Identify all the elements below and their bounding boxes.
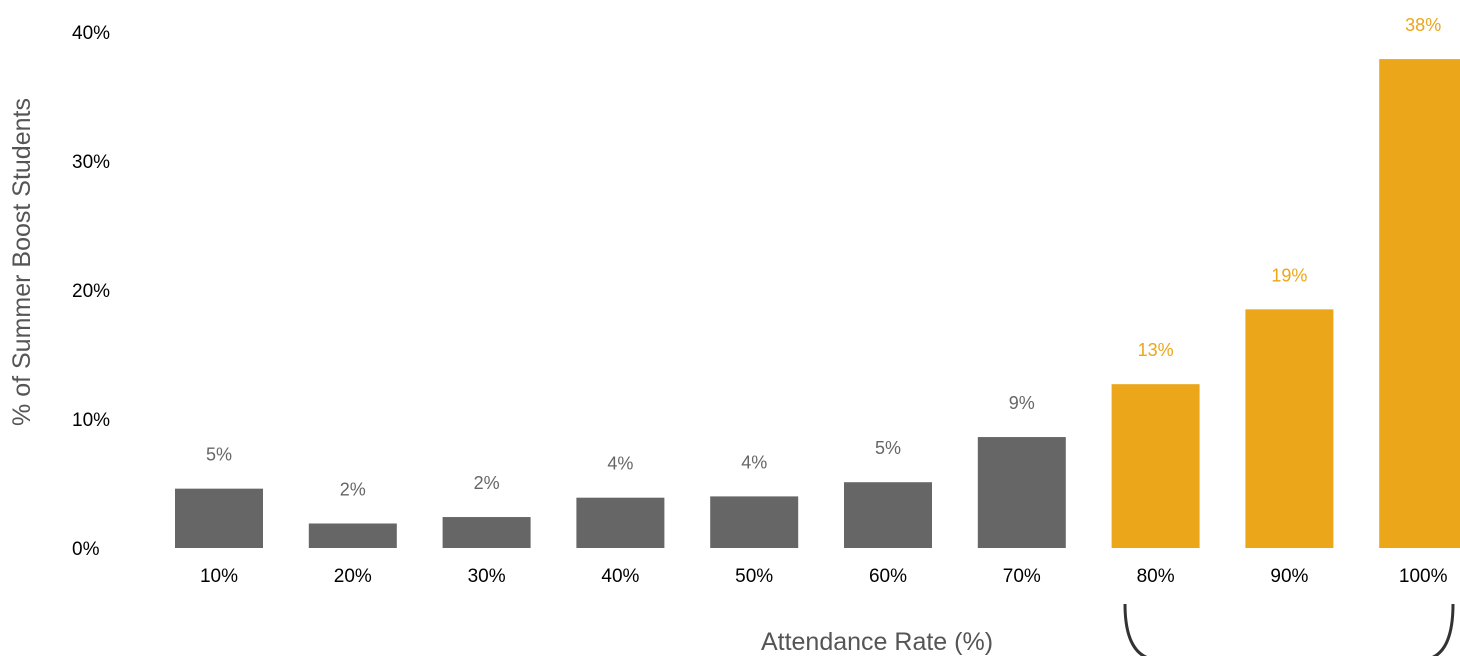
bar (1111, 384, 1200, 548)
x-tick-label: 90% (1270, 566, 1308, 587)
data-label: 13% (1138, 340, 1174, 360)
bar (1245, 309, 1334, 548)
data-label: 4% (741, 452, 767, 472)
x-tick-label: 30% (468, 566, 506, 587)
highlight-bracket (1123, 603, 1455, 656)
bar (175, 488, 263, 548)
bar (710, 496, 799, 548)
x-tick-label: 50% (735, 566, 773, 587)
data-label: 38% (1405, 15, 1441, 35)
data-labels: 5% 2% 2% 4% 4% 5% 9% 13% 19% 38% (206, 15, 1441, 499)
bars (175, 59, 1460, 549)
data-label: 2% (474, 473, 500, 493)
x-axis-ticks: 10% 20% 30% 40% 50% 60% 70% 80% 90% 100% (200, 566, 1448, 587)
data-label: 19% (1271, 265, 1307, 285)
x-tick-label: 100% (1399, 566, 1448, 587)
data-label: 4% (607, 454, 633, 474)
x-tick-label: 10% (200, 566, 238, 587)
y-axis-ticks: 0% 10% 20% 30% 40% (72, 23, 110, 560)
x-tick-label: 40% (601, 566, 639, 587)
bar (844, 482, 932, 548)
data-label: 5% (875, 438, 901, 458)
y-tick-label: 0% (72, 539, 100, 560)
bar (576, 497, 665, 548)
bar (442, 517, 531, 548)
data-label: 9% (1009, 393, 1035, 413)
x-axis-title: Attendance Rate (%) (761, 628, 993, 656)
y-axis-title: % of Summer Boost Students (8, 98, 36, 426)
x-tick-label: 20% (334, 566, 372, 587)
bar (308, 523, 397, 548)
bar (1379, 59, 1460, 549)
data-label: 5% (206, 445, 232, 465)
y-tick-label: 10% (72, 410, 110, 431)
bar (977, 437, 1066, 548)
x-tick-label: 60% (869, 566, 907, 587)
y-tick-label: 30% (72, 152, 110, 173)
x-tick-label: 70% (1003, 566, 1041, 587)
data-label: 2% (340, 479, 366, 499)
x-tick-label: 80% (1137, 566, 1175, 587)
y-tick-label: 40% (72, 23, 110, 44)
y-tick-label: 20% (72, 281, 110, 302)
